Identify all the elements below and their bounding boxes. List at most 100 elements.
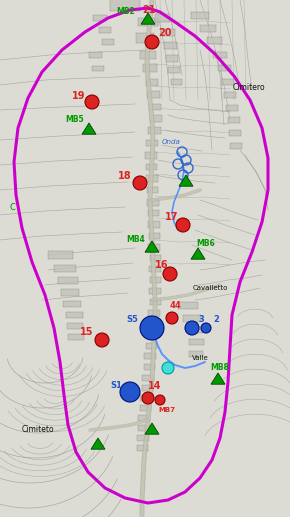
Bar: [161, 28, 175, 36]
Bar: [137, 425, 148, 431]
Bar: [187, 327, 203, 333]
Bar: [149, 288, 161, 294]
Bar: [48, 251, 72, 259]
Bar: [146, 332, 158, 338]
Text: Cimiteto: Cimiteto: [22, 425, 55, 434]
Circle shape: [201, 323, 211, 333]
Text: Cimitero: Cimitero: [233, 84, 266, 93]
Bar: [146, 79, 158, 85]
Bar: [228, 117, 240, 123]
Bar: [146, 175, 158, 181]
Bar: [146, 90, 160, 98]
Bar: [138, 18, 158, 26]
Text: Valle: Valle: [192, 355, 209, 361]
Text: C: C: [10, 204, 16, 212]
Circle shape: [162, 362, 174, 374]
Text: 44: 44: [170, 301, 182, 311]
Circle shape: [155, 395, 165, 405]
Bar: [148, 210, 159, 216]
Bar: [136, 33, 154, 43]
Bar: [183, 314, 201, 322]
Text: 14: 14: [148, 381, 162, 391]
Text: Onda: Onda: [162, 139, 181, 145]
Bar: [145, 151, 157, 159]
Bar: [67, 323, 83, 329]
Bar: [218, 65, 231, 71]
Bar: [150, 255, 160, 261]
Bar: [226, 105, 238, 111]
Bar: [213, 52, 227, 58]
Circle shape: [145, 35, 159, 49]
Bar: [137, 445, 148, 451]
Text: S1: S1: [110, 381, 122, 389]
Circle shape: [85, 95, 99, 109]
Bar: [68, 334, 84, 340]
Bar: [148, 127, 160, 133]
Text: 2: 2: [213, 315, 219, 325]
Text: 17: 17: [165, 212, 179, 222]
Text: MB8: MB8: [210, 363, 229, 373]
Bar: [146, 164, 157, 170]
Bar: [148, 310, 160, 316]
Bar: [63, 301, 81, 307]
Text: MB2: MB2: [116, 8, 135, 17]
Bar: [140, 51, 156, 59]
Polygon shape: [211, 373, 225, 384]
Bar: [142, 385, 153, 391]
Circle shape: [95, 333, 109, 347]
Bar: [66, 312, 82, 318]
Polygon shape: [91, 438, 105, 449]
Bar: [148, 220, 160, 227]
Polygon shape: [82, 123, 96, 134]
Circle shape: [133, 176, 147, 190]
Bar: [92, 66, 104, 70]
Bar: [58, 277, 78, 283]
Text: MB6: MB6: [196, 238, 215, 248]
Text: 20: 20: [158, 28, 171, 38]
Circle shape: [142, 392, 154, 404]
Bar: [102, 39, 114, 45]
Circle shape: [163, 267, 177, 281]
Bar: [147, 199, 159, 205]
Bar: [150, 114, 162, 121]
Bar: [150, 299, 160, 305]
Polygon shape: [179, 175, 193, 186]
Bar: [188, 339, 204, 345]
Text: MB5: MB5: [65, 115, 84, 125]
Bar: [149, 266, 161, 272]
Circle shape: [176, 218, 190, 232]
Bar: [150, 277, 160, 283]
Polygon shape: [145, 241, 159, 252]
Bar: [146, 140, 158, 146]
Bar: [229, 130, 241, 136]
Bar: [224, 92, 236, 98]
Bar: [88, 52, 102, 58]
Text: S5: S5: [126, 315, 138, 325]
Bar: [110, 0, 140, 11]
Bar: [148, 233, 160, 239]
Bar: [178, 301, 198, 309]
Text: 21: 21: [142, 5, 155, 15]
Bar: [137, 435, 149, 441]
Bar: [146, 187, 157, 193]
Text: Cavalletto: Cavalletto: [193, 285, 229, 291]
Bar: [138, 415, 150, 421]
Bar: [222, 79, 234, 85]
Bar: [99, 27, 111, 33]
Bar: [155, 14, 169, 22]
Bar: [166, 54, 178, 62]
Bar: [164, 41, 177, 49]
Text: MB4: MB4: [126, 236, 145, 245]
Polygon shape: [191, 248, 205, 259]
Bar: [61, 288, 79, 296]
Text: MB7: MB7: [158, 407, 175, 413]
Bar: [139, 405, 151, 411]
Circle shape: [185, 321, 199, 335]
Bar: [148, 321, 159, 327]
Bar: [206, 37, 222, 43]
Bar: [168, 67, 180, 73]
Bar: [230, 143, 242, 149]
Bar: [143, 64, 157, 72]
Circle shape: [166, 312, 178, 324]
Bar: [189, 351, 203, 357]
